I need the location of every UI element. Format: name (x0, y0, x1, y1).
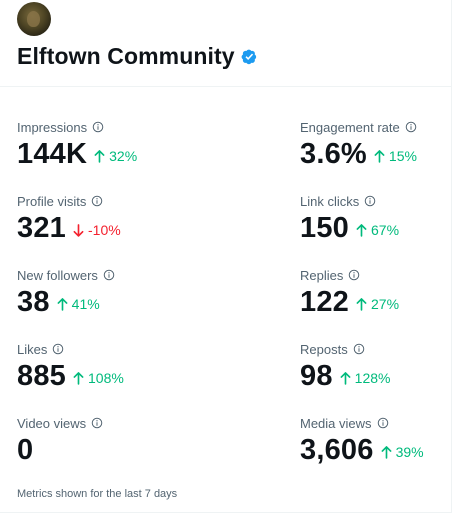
metric-value: 98 (300, 360, 333, 392)
arrow-up-icon (94, 150, 105, 163)
metric-change: 27% (356, 296, 399, 312)
metric-change-value: 108% (88, 370, 124, 386)
metric-label-row: Profile visits (17, 192, 121, 210)
metric-value-row: 38 41% (17, 286, 115, 320)
info-circle-icon[interactable] (377, 417, 389, 429)
arrow-up-icon (356, 298, 367, 311)
metric-change-value: 32% (109, 148, 138, 164)
metric-change: 108% (73, 370, 124, 386)
metric-change: 67% (356, 222, 399, 238)
metric-profile-visits: Profile visits 321 -10% (17, 192, 121, 246)
metric-value: 150 (300, 212, 349, 244)
metric-label: Likes (17, 341, 48, 357)
metric-impressions: Impressions 144K 32% (17, 118, 137, 172)
verified-badge-icon (241, 49, 256, 64)
metric-engagement-rate: Engagement rate 3.6% 15% (300, 118, 417, 172)
metric-change-value: 39% (395, 444, 424, 460)
metric-change: 15% (374, 148, 417, 164)
arrow-up-icon (356, 224, 367, 237)
account-name[interactable]: Elftown Community (17, 42, 235, 69)
metric-change: 39% (381, 444, 424, 460)
metric-value-row: 0 (17, 434, 103, 468)
arrow-up-icon (73, 372, 84, 385)
metric-change-value: 15% (388, 148, 417, 164)
metric-value: 144K (17, 138, 88, 170)
info-circle-icon[interactable] (405, 121, 417, 133)
info-circle-icon[interactable] (91, 417, 103, 429)
metric-label-row: Link clicks (300, 192, 399, 210)
metric-value: 3,606 (300, 434, 374, 466)
metric-label: Engagement rate (300, 119, 400, 135)
metric-likes: Likes 885 108% (17, 340, 124, 394)
metric-label-row: Impressions (17, 118, 137, 136)
metric-value: 321 (17, 212, 66, 244)
metric-value-row: 3,606 39% (300, 434, 424, 468)
metric-value-row: 3.6% 15% (300, 138, 417, 172)
metric-label-row: Reposts (300, 340, 390, 358)
metric-value-row: 144K 32% (17, 138, 137, 172)
metric-value: 885 (17, 360, 66, 392)
metric-value: 38 (17, 286, 50, 318)
arrow-up-icon (374, 150, 385, 163)
metric-label: Impressions (17, 119, 88, 135)
metric-change: 128% (340, 370, 391, 386)
metric-label: Media views (300, 415, 372, 431)
metric-change-value: 27% (371, 296, 400, 312)
info-circle-icon[interactable] (353, 343, 365, 355)
metric-value-row: 150 67% (300, 212, 399, 246)
metric-value-row: 885 108% (17, 360, 124, 394)
arrow-down-icon (73, 224, 84, 237)
arrow-up-icon (340, 372, 351, 385)
metric-value-row: 122 27% (300, 286, 399, 320)
metrics-footnote: Metrics shown for the last 7 days (17, 488, 178, 500)
metric-label-row: Replies (300, 266, 399, 284)
metric-label: New followers (17, 267, 98, 283)
metric-value-row: 321 -10% (17, 212, 121, 246)
arrow-up-icon (57, 298, 68, 311)
metric-label: Profile visits (17, 193, 87, 209)
info-circle-icon[interactable] (364, 195, 376, 207)
account-header: Elftown Community (0, 0, 451, 87)
info-circle-icon[interactable] (52, 343, 64, 355)
metric-change: 41% (57, 296, 100, 312)
metric-value: 3.6% (300, 138, 367, 170)
metric-label: Video views (17, 415, 87, 431)
metric-replies: Replies 122 27% (300, 266, 399, 320)
arrow-up-icon (381, 446, 392, 459)
metric-value-row: 98 128% (300, 360, 390, 394)
account-title-row: Elftown Community (17, 40, 259, 72)
info-circle-icon[interactable] (103, 269, 115, 281)
metric-label-row: Engagement rate (300, 118, 417, 136)
metric-media-views: Media views 3,606 39% (300, 414, 424, 468)
metric-change-value: 41% (71, 296, 100, 312)
metric-link-clicks: Link clicks 150 67% (300, 192, 399, 246)
metric-change: 32% (94, 148, 137, 164)
metric-label: Reposts (300, 341, 348, 357)
metric-label-row: Likes (17, 340, 124, 358)
info-circle-icon[interactable] (91, 195, 103, 207)
metric-change-value: 67% (371, 222, 400, 238)
metric-reposts: Reposts 98 128% (300, 340, 390, 394)
metric-label-row: Video views (17, 414, 103, 432)
metric-label-row: Media views (300, 414, 424, 432)
avatar[interactable] (17, 2, 51, 36)
metric-label-row: New followers (17, 266, 115, 284)
metric-change-value: -10% (88, 222, 121, 238)
metric-new-followers: New followers 38 41% (17, 266, 115, 320)
metric-label: Link clicks (300, 193, 360, 209)
metric-label: Replies (300, 267, 344, 283)
metric-change: -10% (73, 222, 121, 238)
metric-value: 0 (17, 434, 34, 466)
metric-value: 122 (300, 286, 349, 318)
metric-video-views: Video views 0 (17, 414, 103, 468)
info-circle-icon[interactable] (92, 121, 104, 133)
metric-change-value: 128% (354, 370, 391, 386)
info-circle-icon[interactable] (348, 269, 360, 281)
